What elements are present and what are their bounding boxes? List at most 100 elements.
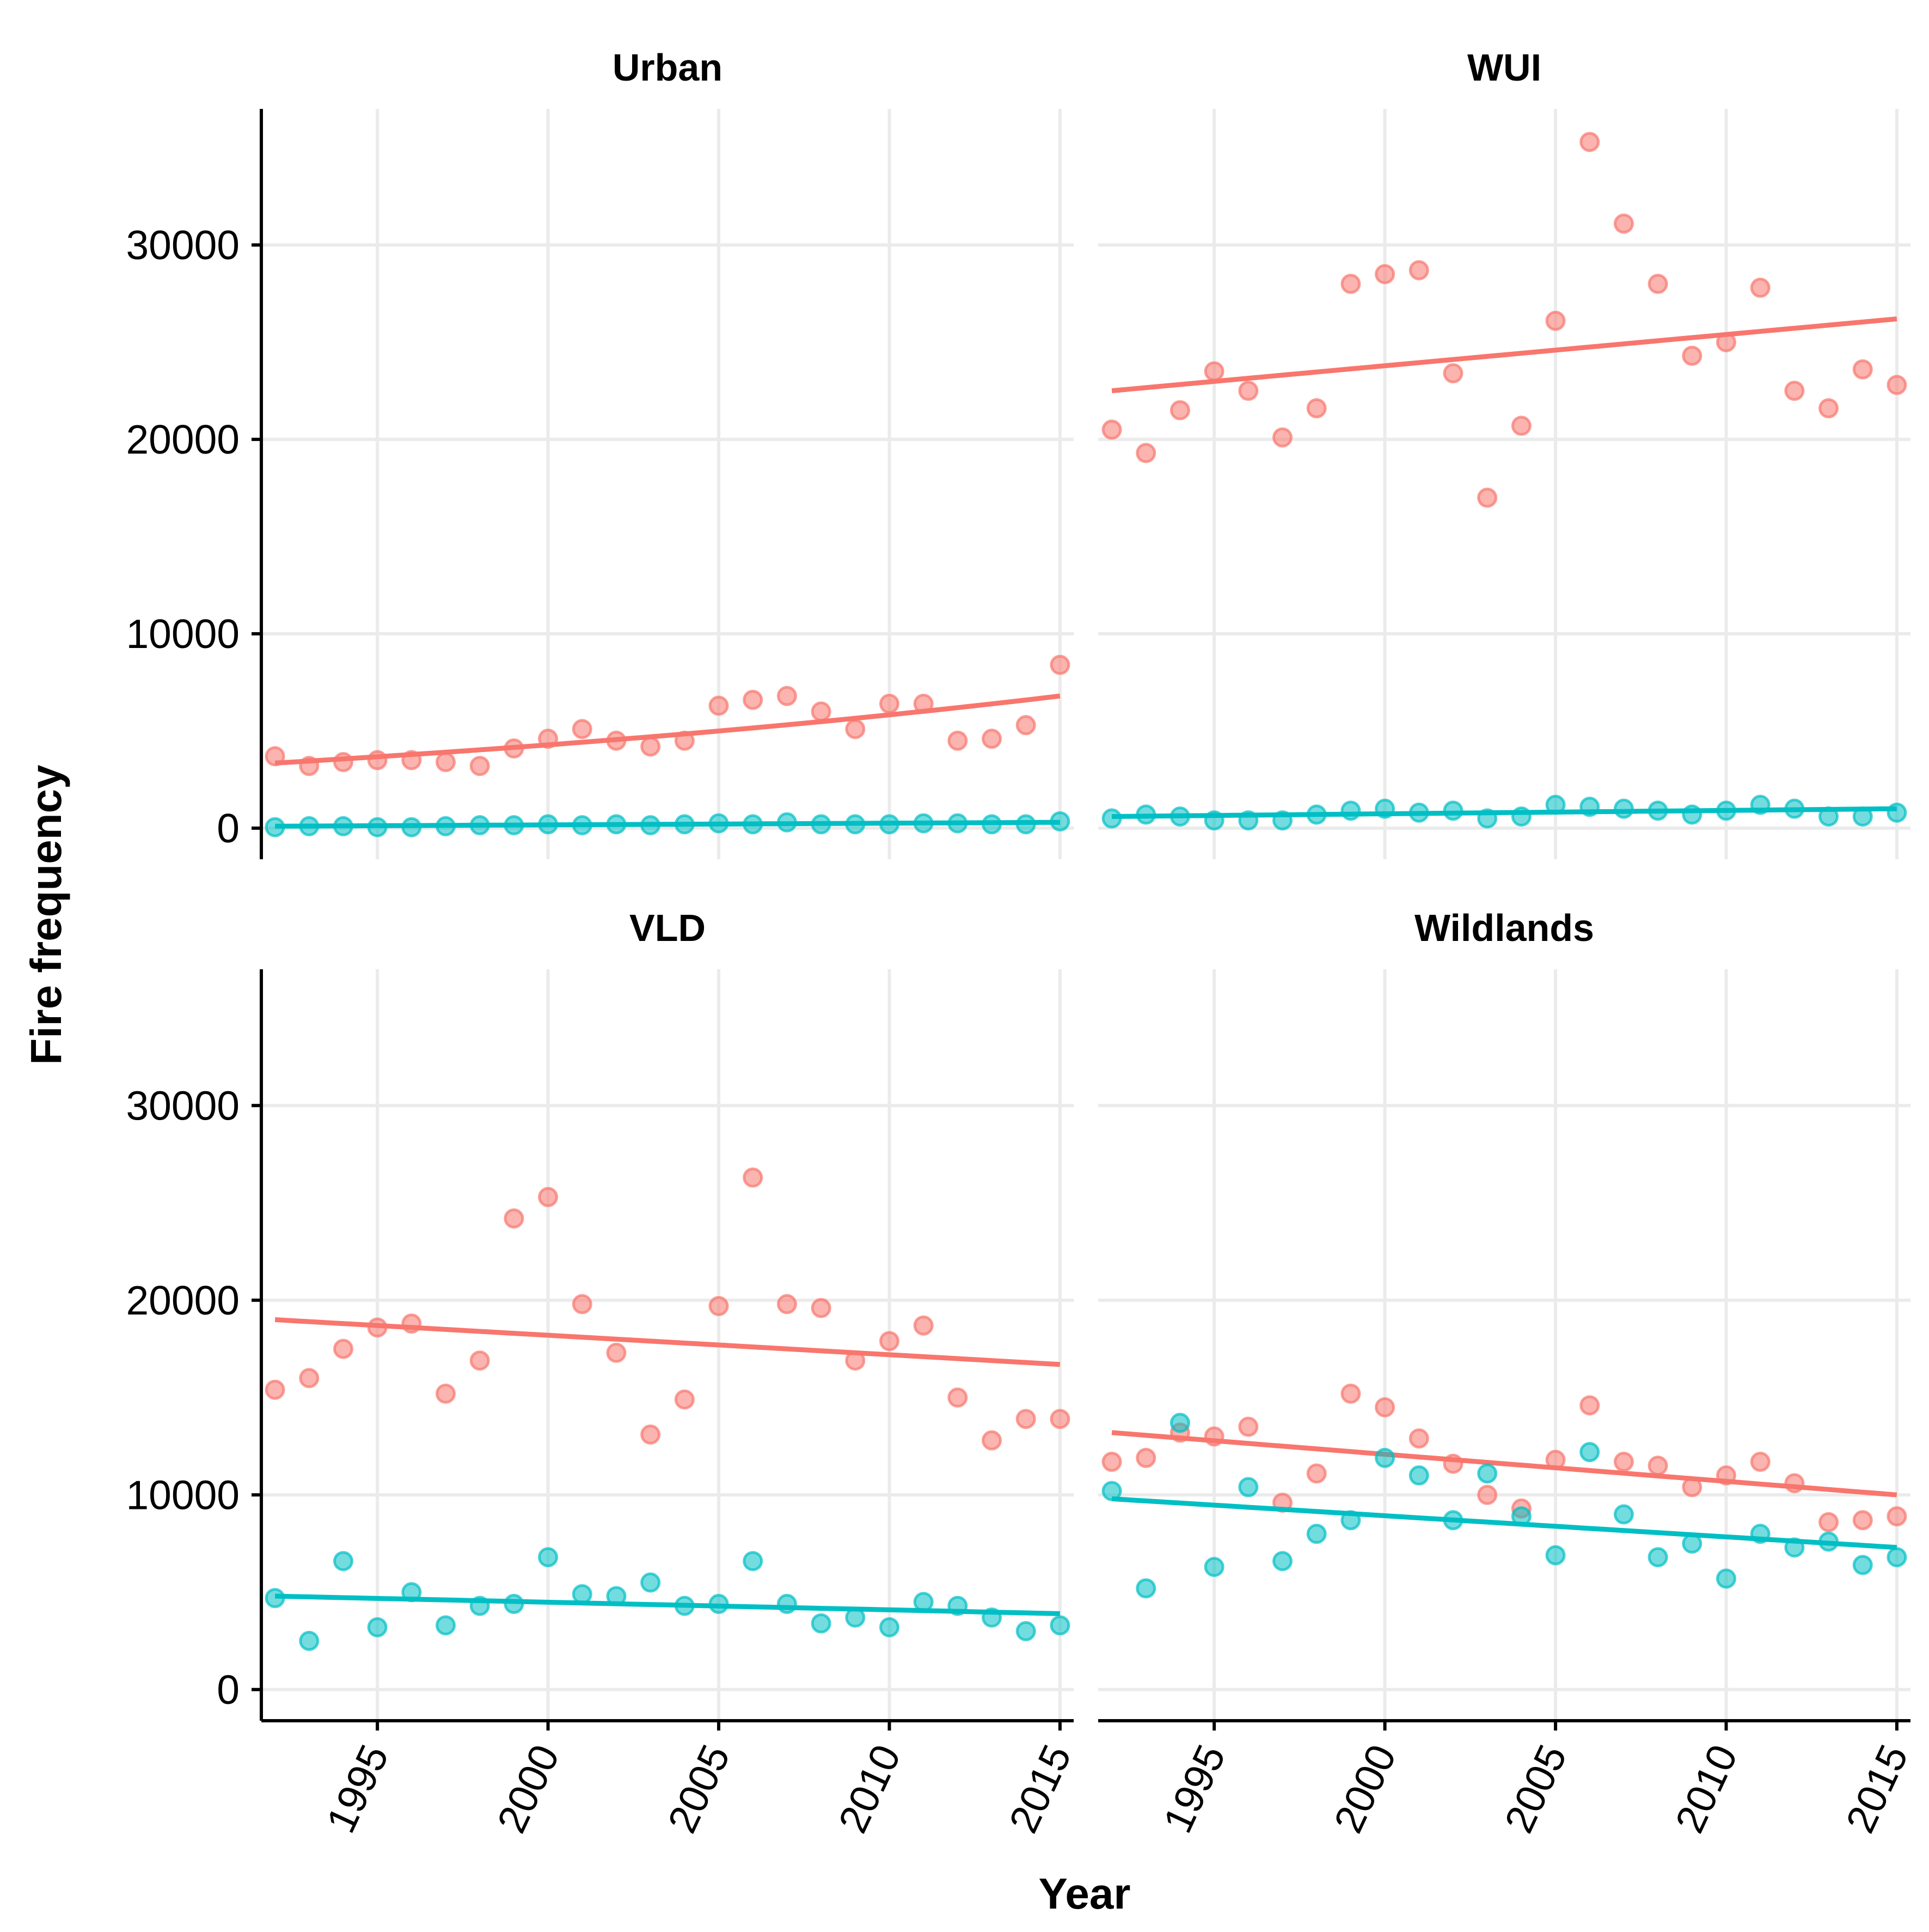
data-point: [1136, 804, 1156, 825]
data-point: [1050, 1409, 1070, 1429]
data-point: [1443, 1510, 1463, 1531]
data-point: [1204, 1557, 1224, 1578]
data-point: [538, 729, 559, 749]
data-point: [1306, 398, 1327, 419]
data-point: [1169, 1413, 1190, 1433]
panel-urban: Urban 0 10000 20000 30000: [126, 46, 1074, 859]
data-point: [708, 813, 729, 834]
data-point: [504, 738, 524, 759]
data-point: [1852, 806, 1873, 827]
trend-line: [1111, 1430, 1897, 1497]
data-point: [1306, 1524, 1327, 1544]
data-point: [367, 817, 388, 837]
data-point: [811, 1613, 831, 1634]
data-point: [1238, 1477, 1259, 1497]
data-point: [1136, 443, 1156, 463]
data-point: [1238, 381, 1259, 401]
y-tick-label: 0: [217, 1667, 240, 1713]
data-point: [1887, 802, 1907, 823]
data-point: [1238, 1416, 1259, 1437]
data-point: [606, 1586, 627, 1606]
data-point: [1579, 132, 1600, 152]
data-point: [504, 815, 524, 836]
data-point: [538, 1187, 559, 1207]
data-point: [982, 1430, 1002, 1451]
data-point: [1340, 800, 1361, 821]
data-point: [1579, 1442, 1600, 1463]
trend-line: [274, 693, 1061, 766]
data-point: [845, 719, 866, 739]
data-point: [436, 1615, 456, 1636]
data-point: [1648, 1547, 1668, 1568]
y-tick-label: 20000: [126, 1277, 240, 1323]
data-point: [913, 813, 934, 834]
data-point: [1545, 310, 1566, 331]
data-point: [1682, 1477, 1703, 1497]
data-point: [1375, 798, 1395, 819]
data-point: [1750, 1524, 1771, 1544]
data-point: [1511, 415, 1532, 436]
data-point: [1784, 1537, 1805, 1558]
data-point: [504, 1593, 524, 1614]
x-tick-label: 2015: [1000, 1738, 1080, 1839]
panel-wildlands: Wildlands 1995 2000 2005 2010 2015: [1098, 907, 1916, 1839]
data-point: [367, 1317, 388, 1338]
data-point: [982, 814, 1002, 835]
data-point: [504, 1208, 524, 1229]
data-point: [1050, 1615, 1070, 1636]
data-point: [265, 1588, 285, 1609]
data-point: [947, 730, 968, 751]
data-point: [947, 1595, 968, 1616]
data-point: [606, 1342, 627, 1363]
data-point: [1409, 802, 1429, 823]
data-point: [401, 1313, 422, 1334]
data-point: [1784, 798, 1805, 819]
data-point: [879, 693, 899, 714]
x-tick-label: 2005: [659, 1738, 739, 1839]
data-point: [776, 686, 797, 706]
y-tick-label: 0: [217, 805, 240, 851]
trend-line: [275, 1593, 1060, 1616]
data-point: [1204, 361, 1224, 382]
data-point: [1015, 814, 1036, 835]
data-point: [1750, 277, 1771, 298]
data-point: [1818, 806, 1839, 827]
data-point: [674, 1595, 695, 1616]
x-tick-label: 2010: [829, 1738, 909, 1839]
data-point: [1716, 1465, 1736, 1486]
data-point: [811, 701, 831, 722]
data-point: [469, 815, 490, 836]
data-point: [1477, 1484, 1498, 1505]
data-point: [572, 719, 592, 739]
y-axis-title: Fire frequency: [22, 765, 70, 1065]
data-point: [265, 746, 285, 767]
data-point: [1272, 1551, 1293, 1572]
data-point: [1852, 1555, 1873, 1575]
data-point: [1015, 1409, 1036, 1429]
data-point: [1306, 804, 1327, 825]
data-point: [1015, 1621, 1036, 1642]
data-point: [299, 1368, 320, 1389]
data-point: [674, 1389, 695, 1410]
trend-line: [274, 1317, 1061, 1367]
data-point: [1050, 655, 1070, 675]
panel-title: WUI: [1467, 46, 1541, 89]
data-point: [1272, 810, 1293, 831]
x-tick-label: 2000: [488, 1738, 568, 1839]
data-point: [1101, 808, 1122, 829]
data-point: [845, 1350, 866, 1371]
data-point: [1887, 375, 1907, 395]
data-point: [1716, 332, 1736, 352]
data-point: [1169, 806, 1190, 827]
y-tick-label: 30000: [126, 1083, 240, 1128]
data-point: [1136, 1578, 1156, 1599]
panel-wui: WUI: [1098, 46, 1910, 859]
x-tick-label: 1995: [1154, 1738, 1234, 1839]
data-point: [879, 1617, 899, 1637]
data-point: [436, 752, 456, 773]
panel-title: VLD: [629, 907, 706, 949]
data-point: [1818, 1531, 1839, 1552]
data-point: [1613, 798, 1634, 819]
data-point: [776, 1294, 797, 1315]
